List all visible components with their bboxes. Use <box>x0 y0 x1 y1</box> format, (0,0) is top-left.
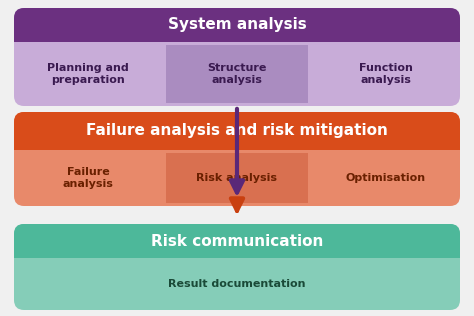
Bar <box>14 131 460 150</box>
Text: Failure
analysis: Failure analysis <box>63 167 114 189</box>
Bar <box>17 45 160 103</box>
Bar <box>14 241 460 258</box>
Bar <box>17 153 160 203</box>
Text: Planning and
preparation: Planning and preparation <box>47 63 129 85</box>
Text: Structure
analysis: Structure analysis <box>207 63 267 85</box>
Text: Function
analysis: Function analysis <box>359 63 412 85</box>
Bar <box>17 261 457 307</box>
Text: Failure analysis and risk mitigation: Failure analysis and risk mitigation <box>86 124 388 138</box>
Bar <box>314 153 457 203</box>
Text: Risk analysis: Risk analysis <box>197 173 277 183</box>
FancyBboxPatch shape <box>14 112 460 206</box>
FancyBboxPatch shape <box>14 224 460 310</box>
Text: System analysis: System analysis <box>168 17 306 33</box>
Text: Optimisation: Optimisation <box>346 173 426 183</box>
FancyBboxPatch shape <box>14 8 460 42</box>
Bar <box>314 45 457 103</box>
Text: Risk communication: Risk communication <box>151 234 323 248</box>
FancyBboxPatch shape <box>14 112 460 150</box>
Text: Result documentation: Result documentation <box>168 279 306 289</box>
Bar <box>166 153 308 203</box>
Bar <box>166 45 308 103</box>
Bar <box>14 25 460 42</box>
FancyBboxPatch shape <box>14 8 460 106</box>
FancyBboxPatch shape <box>14 224 460 258</box>
